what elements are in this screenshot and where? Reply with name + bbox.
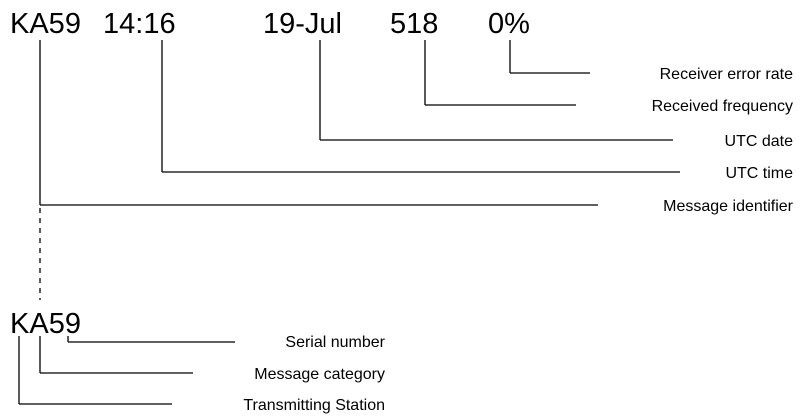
leader-serial (67, 336, 235, 343)
breakdown-category-letter: A (29, 308, 49, 340)
breakdown-serial-digits: 59 (49, 308, 81, 340)
label-message-id: Message identifier (663, 198, 794, 215)
breakdown-code: KA59 (10, 308, 81, 340)
leader-category (39, 336, 193, 374)
label-error-rate: Receiver error rate (660, 66, 793, 83)
field-utc-date: 19-Jul (263, 8, 342, 40)
field-utc-time: 14:16 (103, 8, 176, 40)
leader-error-rate (509, 40, 590, 74)
leader-station (18, 336, 172, 405)
label-utc-date: UTC date (725, 133, 794, 150)
field-frequency: 518 (390, 8, 438, 40)
label-serial: Serial number (285, 334, 385, 351)
label-utc-time: UTC time (725, 165, 793, 182)
leader-message-id (39, 40, 598, 300)
leader-utc-date (319, 40, 673, 141)
breakdown-station-letter: K (10, 308, 30, 340)
label-category: Message category (254, 366, 385, 383)
field-message-id: KA59 (10, 8, 81, 40)
leader-utc-time (161, 40, 680, 173)
label-station: Transmitting Station (243, 397, 385, 414)
leader-frequency (424, 40, 576, 106)
label-frequency: Received frequency (652, 98, 793, 115)
field-error-rate: 0% (488, 8, 530, 40)
